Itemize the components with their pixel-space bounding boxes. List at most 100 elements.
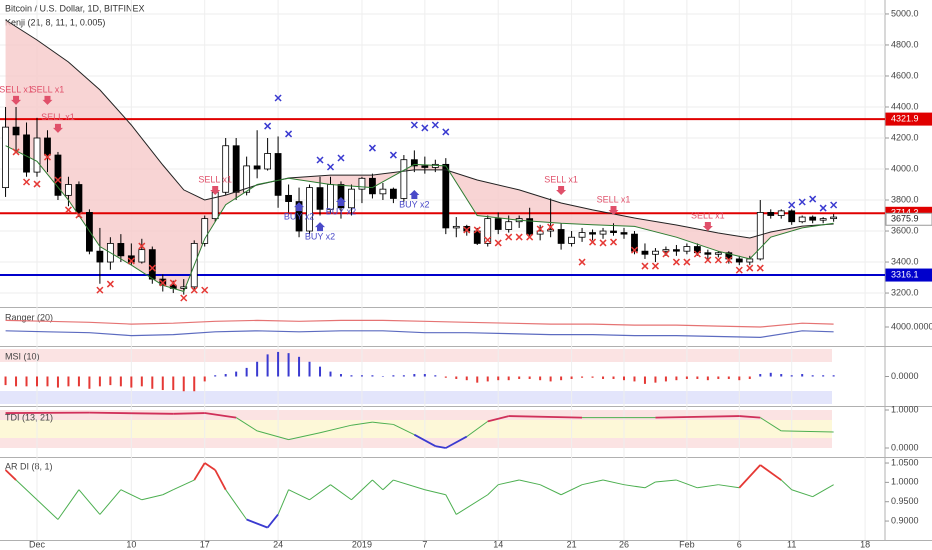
bar: [193, 376, 196, 392]
y-tick-label: 4600.0: [891, 70, 919, 80]
bar: [109, 376, 112, 386]
candle-body: [526, 218, 534, 235]
signal-mark: [421, 124, 429, 132]
bar: [748, 376, 751, 379]
candle-body: [788, 210, 796, 223]
candle-body: [704, 252, 712, 255]
series-segment: [655, 415, 740, 419]
y-tick-label: 5000.0: [891, 8, 919, 18]
signal-mark: [316, 156, 324, 164]
series-segment: [330, 484, 352, 501]
bar: [119, 376, 122, 387]
bar: [56, 376, 59, 388]
series-segment: [393, 423, 415, 436]
candle-body: [96, 250, 104, 263]
signal-mark: [33, 180, 41, 188]
signal-mark: [201, 286, 209, 294]
bar: [769, 372, 772, 377]
y-tick-label: 4000.0: [891, 163, 919, 173]
bar: [643, 376, 646, 384]
signal-mark: [683, 258, 691, 266]
bar: [15, 376, 18, 387]
bar: [633, 376, 636, 382]
signal-cross: [735, 266, 743, 274]
bar: [423, 374, 426, 377]
signal-cross: [431, 121, 439, 129]
bar: [549, 376, 552, 382]
bar: [801, 374, 804, 377]
candle-body: [410, 159, 418, 167]
signal-mark: [22, 178, 31, 186]
signal-cross: [264, 122, 272, 130]
signal-mark: [599, 239, 607, 247]
signal-mark: [463, 226, 471, 234]
signal-cross: [326, 163, 335, 171]
signal-label: SELL x1: [691, 210, 725, 220]
signal-cross: [578, 258, 586, 266]
candle-body: [505, 221, 513, 230]
signal-cross: [609, 238, 618, 246]
bar: [46, 376, 49, 387]
signal-cross: [798, 198, 806, 206]
series-segment: [351, 421, 373, 426]
candle-body: [798, 216, 806, 223]
signal-arrow: [702, 221, 713, 231]
candle-body: [201, 218, 209, 244]
signal-mark: [43, 153, 52, 161]
signal-cross: [463, 226, 471, 234]
signal-cross: [746, 264, 754, 272]
bar: [203, 376, 206, 382]
signal-mark: [431, 121, 439, 129]
bar: [832, 375, 835, 377]
bar: [486, 376, 489, 382]
bar: [256, 361, 259, 377]
x-tick-label: Feb: [679, 539, 695, 549]
candle-body: [253, 165, 261, 170]
signal-mark: [389, 151, 397, 159]
candle-body: [44, 137, 51, 156]
series-segment: [266, 513, 279, 529]
signal-cross: [337, 154, 345, 162]
kenji-lower: [5, 145, 834, 293]
bar: [822, 375, 825, 377]
signal-cross: [693, 250, 701, 258]
signal-arrow: [294, 202, 305, 212]
bar: [696, 376, 699, 379]
signal-label: BUY x2: [305, 231, 335, 241]
signal-mark: [819, 204, 827, 212]
x-tick-label: 6: [737, 539, 742, 549]
series-segment: [487, 415, 509, 423]
series-segment: [456, 494, 488, 515]
signal-cross: [33, 180, 41, 188]
candle-body: [117, 243, 125, 257]
series-segment: [602, 479, 625, 486]
signal-label: SELL x1: [31, 84, 65, 94]
bar: [570, 376, 573, 379]
bar: [497, 376, 500, 381]
series-segment: [235, 417, 258, 432]
signal-mark: [515, 233, 523, 241]
series-line: [5, 319, 834, 328]
signal-cross: [704, 256, 712, 264]
series-segment: [655, 479, 677, 483]
bar: [518, 376, 521, 379]
signal-cross: [725, 256, 733, 264]
series-segment: [445, 494, 457, 515]
signal-cross: [421, 124, 429, 132]
signal-mark: [337, 154, 345, 162]
signal-cross: [473, 226, 481, 234]
candle-body: [232, 145, 240, 193]
candle-body: [599, 230, 607, 235]
price-tag: [885, 268, 932, 282]
candle-body: [557, 229, 565, 244]
candle-body: [484, 218, 492, 244]
candle-body: [767, 212, 775, 216]
signal-label: SELL x1: [544, 174, 578, 184]
series-segment: [214, 469, 227, 491]
candle-body: [452, 225, 460, 229]
candle-body: [620, 232, 628, 235]
signal-arrow: [210, 186, 221, 196]
signal-cross: [641, 262, 649, 270]
candle-body: [589, 232, 596, 235]
signal-cross: [589, 238, 597, 246]
